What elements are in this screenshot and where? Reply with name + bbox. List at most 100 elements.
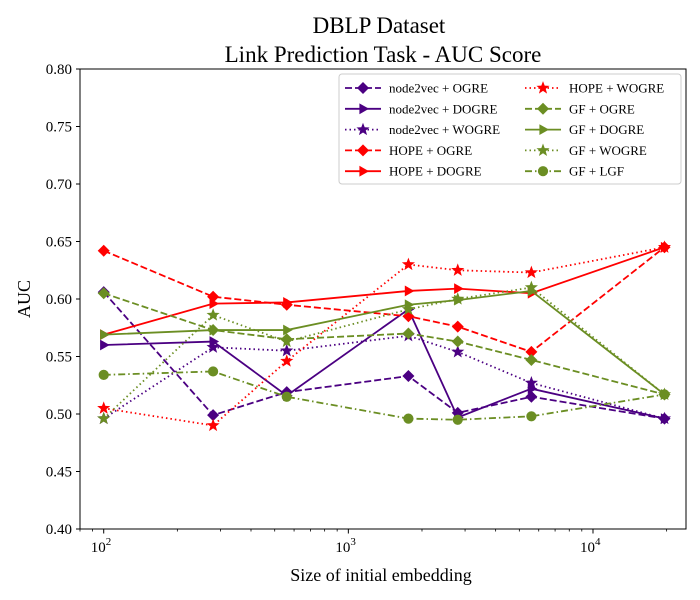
series-point <box>207 409 220 422</box>
legend-marker <box>359 165 369 177</box>
legend-marker <box>539 124 549 135</box>
series-point <box>97 244 110 257</box>
series-point <box>451 263 465 276</box>
legend-item-5: HOPE + WOGRE <box>525 81 664 96</box>
y-tick-label: 0.45 <box>46 465 72 481</box>
legend-label: GF + OGRE <box>569 101 635 116</box>
legend-marker <box>536 143 550 156</box>
series-9 <box>98 366 670 425</box>
series-point <box>206 340 220 353</box>
series-line <box>103 334 665 420</box>
plot-area <box>97 240 672 432</box>
legend-item-8: GF + WOGRE <box>525 143 647 158</box>
y-tick-label: 0.75 <box>46 120 72 136</box>
series-3 <box>97 241 671 358</box>
series-line <box>103 246 666 353</box>
legend-marker <box>357 82 369 94</box>
series-point <box>100 329 110 341</box>
x-tick-base: 10 <box>580 540 595 556</box>
legend-item-2: node2vec + WOGRE <box>345 122 500 137</box>
legend-item-0: node2vec + OGRE <box>345 81 488 96</box>
series-point <box>524 265 538 279</box>
series-point <box>454 283 464 295</box>
legend-label: GF + DOGRE <box>569 122 644 137</box>
series-point <box>402 370 415 383</box>
series-point <box>97 287 110 300</box>
legend-label: node2vec + DOGRE <box>389 101 497 116</box>
series-8 <box>97 280 672 425</box>
x-tick-exp: 4 <box>595 536 601 548</box>
legend-marker <box>536 81 550 94</box>
series-line <box>103 246 665 336</box>
series-point <box>401 257 415 271</box>
series-point <box>401 302 415 315</box>
series-point <box>283 324 293 336</box>
series-point <box>657 411 672 425</box>
series-point <box>525 390 538 403</box>
legend-item-4: HOPE + DOGRE <box>345 164 482 179</box>
legend-marker <box>356 122 370 136</box>
legend-label: HOPE + DOGRE <box>389 164 482 179</box>
y-tick-label: 0.40 <box>46 522 72 538</box>
legend-label: GF + WOGRE <box>569 143 647 158</box>
series-5 <box>97 240 672 432</box>
series-point <box>403 413 414 424</box>
x-tick-base: 10 <box>335 540 350 556</box>
series-point <box>402 327 415 340</box>
series-point <box>524 280 538 294</box>
x-axis-label: Size of initial embedding <box>290 565 471 585</box>
series-point <box>452 414 463 425</box>
series-point <box>451 335 464 348</box>
x-tick-exp: 2 <box>106 536 112 548</box>
legend: node2vec + OGRE node2vec + DOGRE node2vec … <box>338 73 682 185</box>
series-point <box>206 308 220 321</box>
series-point <box>100 339 110 351</box>
series-line <box>103 246 665 427</box>
legend-item-3: HOPE + OGRE <box>345 143 472 158</box>
legend-label: HOPE + WOGRE <box>569 81 664 96</box>
series-point <box>283 297 293 308</box>
legend-marker <box>537 102 549 115</box>
y-tick-label: 0.70 <box>46 177 72 193</box>
x-tick-label: 10 3 <box>335 536 356 556</box>
legend-label: node2vec + WOGRE <box>389 122 500 137</box>
legend-marker <box>359 103 369 115</box>
series-point <box>280 354 294 367</box>
y-tick-label: 0.65 <box>46 235 72 251</box>
series-point <box>451 320 464 333</box>
series-point <box>659 389 670 400</box>
legend-item-1: node2vec + DOGRE <box>345 101 497 116</box>
series-point <box>657 240 672 253</box>
legend-item-9: GF + LGF <box>525 164 624 179</box>
series-point <box>209 298 220 309</box>
series-point <box>281 391 292 402</box>
y-tick-label: 0.50 <box>46 407 72 423</box>
x-tick-base: 10 <box>91 540 106 556</box>
series-point <box>526 411 537 422</box>
series-line <box>103 292 665 396</box>
legend-item-6: GF + OGRE <box>525 101 635 116</box>
series-point <box>451 292 465 305</box>
legend-label: node2vec + OGRE <box>389 81 488 96</box>
series-point <box>280 343 294 357</box>
series-point <box>404 285 415 297</box>
series-0 <box>97 286 671 425</box>
legend-marker <box>537 166 549 177</box>
series-point <box>98 369 109 380</box>
x-tick-label: 10 2 <box>91 536 112 556</box>
legend-label: GF + LGF <box>569 164 624 179</box>
legend-label: HOPE + OGRE <box>389 143 472 158</box>
series-point <box>97 411 111 425</box>
series-point <box>280 334 294 348</box>
x-tick-exp: 3 <box>350 536 356 548</box>
legend-marker <box>357 144 369 157</box>
legend-box <box>338 73 682 185</box>
y-tick-label: 0.80 <box>46 62 72 78</box>
y-tick-label: 0.60 <box>46 292 72 308</box>
y-axis-label: AUC <box>14 280 34 318</box>
x-tick-label: 10 4 <box>580 536 601 556</box>
series-point <box>451 345 465 358</box>
chart-title: DBLP Dataset <box>313 13 446 38</box>
